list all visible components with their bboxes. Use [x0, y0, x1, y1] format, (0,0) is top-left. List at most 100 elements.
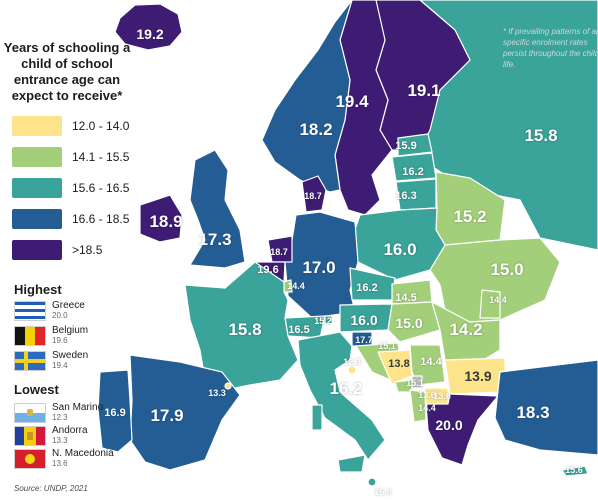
- ireland-region: [139, 194, 183, 243]
- legend-swatch: [12, 208, 62, 229]
- map-value-netherlands: 18.7: [270, 247, 288, 257]
- andorra-flag-icon: [14, 425, 46, 446]
- malta-region: [367, 477, 377, 487]
- legend-swatch: [12, 177, 62, 198]
- map-value-spain: 17.9: [150, 406, 184, 425]
- legend-swatch: [12, 115, 62, 136]
- legend-item: 15.6 - 16.5: [12, 174, 129, 201]
- rank-country: Greece: [52, 300, 85, 311]
- legend-item: 14.1 - 15.5: [12, 143, 129, 170]
- turkey-region: [494, 359, 598, 456]
- sweden-flag-icon: [14, 350, 46, 371]
- denmark-region: [301, 175, 327, 213]
- sicily-region: [337, 454, 366, 473]
- map-value-bulgaria: 13.9: [464, 368, 492, 384]
- map-value-slovakia: 14.5: [395, 292, 417, 304]
- map-value-albania: 14.4: [418, 403, 436, 413]
- map-value-malta: 16.8: [374, 487, 392, 497]
- map-value-serbia: 14.4: [420, 356, 442, 368]
- albania-region: [409, 389, 427, 423]
- map-value-poland: 16.0: [383, 240, 417, 259]
- hungary-region: [387, 301, 441, 343]
- rank-item-greece: Greece 20.0: [14, 300, 85, 321]
- map-value-greece: 20.0: [435, 417, 463, 433]
- map-value-north-macedonia: 13.6: [433, 391, 451, 401]
- map-value-ireland: 18.9: [149, 212, 183, 231]
- belgium-flag-icon: [14, 325, 46, 346]
- sardinia-region: [311, 404, 323, 431]
- rank-item-belgium: Belgium 19.6: [14, 325, 88, 346]
- map-value-denmark: 18.7: [304, 191, 322, 201]
- map-value-belarus: 15.2: [453, 207, 487, 226]
- lowest-title: Lowest: [14, 382, 59, 397]
- legend-label: 15.6 - 16.5: [72, 180, 130, 195]
- map-value-romania: 14.2: [449, 320, 483, 339]
- portugal-region: [97, 369, 133, 453]
- rank-country: Belgium: [52, 325, 89, 336]
- map-value-estonia: 15.9: [395, 140, 417, 152]
- legend-swatch: [12, 146, 62, 167]
- legend-title: Years of schooling a child of school ent…: [3, 40, 131, 103]
- map-value-bosnia: 13.8: [388, 358, 410, 370]
- map-value-portugal: 16.9: [104, 407, 126, 419]
- map-value-latvia: 16.2: [402, 166, 424, 178]
- map-value-cyprus: 15.6: [565, 465, 583, 475]
- serbia-region: [409, 344, 446, 386]
- map-value-lithuania: 16.3: [395, 190, 417, 202]
- map-value-switzerland: 16.5: [288, 324, 310, 336]
- legend-item: >18.5: [12, 236, 129, 263]
- map-value-andorra: 13.3: [208, 388, 226, 398]
- legend-item: 16.6 - 18.5: [12, 205, 129, 232]
- rank-value: 13.6: [52, 459, 68, 468]
- map-value-uk: 17.3: [198, 230, 232, 249]
- map-value-finland: 19.1: [407, 81, 441, 100]
- source-label: Source: UNDP, 2021: [14, 484, 88, 493]
- rank-country: Andorra: [52, 425, 88, 436]
- norway-region: [261, 0, 353, 193]
- rank-item-sweden: Sweden 19.4: [14, 350, 88, 371]
- highest-title: Highest: [14, 282, 62, 297]
- rank-item-north-macedonia: N. Macedonia 13.6: [14, 448, 114, 469]
- andorra-region: [224, 382, 232, 390]
- north-macedonia-flag-icon: [14, 448, 46, 469]
- map-value-montenegro: 15.1: [406, 378, 424, 388]
- map-value-italy: 16.2: [329, 379, 363, 398]
- map-value-croatia: 15.1: [378, 341, 396, 351]
- map-value-france: 15.8: [228, 320, 262, 339]
- estonia-region: [397, 133, 433, 157]
- map-value-austria: 16.0: [350, 312, 378, 328]
- legend-label: 14.1 - 15.5: [72, 149, 130, 164]
- iceland-region: [114, 3, 183, 51]
- moldova-region: [479, 289, 501, 319]
- map-value-luxembourg: 14.4: [287, 281, 305, 291]
- footnote: * If prevailing patterns of age-specific…: [503, 27, 598, 69]
- cyprus-region: [561, 465, 589, 477]
- rank-item-andorra: Andorra 13.3: [14, 425, 88, 446]
- legend-label: 12.0 - 14.0: [72, 118, 130, 133]
- rank-value: 19.4: [52, 361, 68, 370]
- uk-region: [189, 149, 246, 269]
- map-value-sweden: 19.4: [335, 92, 369, 111]
- legend-swatch: [12, 239, 62, 260]
- rank-country: Sweden: [52, 350, 89, 361]
- legend: 12.0 - 14.0 14.1 - 15.5 15.6 - 16.5 16.6…: [12, 112, 129, 267]
- rank-value: 12.3: [52, 413, 68, 422]
- map-value-belgium: 19.6: [257, 264, 279, 276]
- legend-label: >18.5: [72, 242, 103, 257]
- rank-value: 19.6: [52, 336, 68, 345]
- greece-flag-icon: [14, 300, 46, 321]
- rank-value: 13.3: [52, 436, 68, 445]
- map-value-kosovo: 13.6: [418, 390, 436, 400]
- map-value-iceland: 19.2: [136, 26, 164, 42]
- map-value-russia: 15.8: [524, 126, 558, 145]
- rank-country: N. Macedonia: [52, 448, 114, 459]
- map-value-san-marino: 12.3: [343, 357, 361, 367]
- rank-value: 20.0: [52, 311, 68, 320]
- map-value-liechtenstein: 15.2: [314, 316, 332, 326]
- san-marino-flag-icon: [14, 402, 46, 423]
- netherlands-region: [267, 235, 293, 263]
- greece-region: [425, 393, 499, 466]
- kosovo-region: [411, 375, 423, 389]
